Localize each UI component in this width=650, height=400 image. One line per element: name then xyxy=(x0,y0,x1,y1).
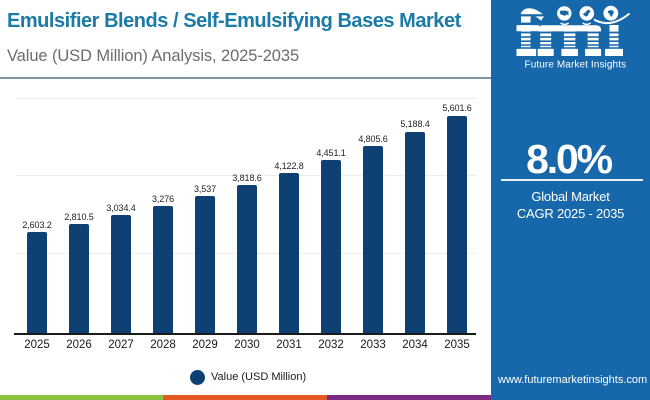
svg-text:Future Market Insights: Future Market Insights xyxy=(525,60,627,71)
